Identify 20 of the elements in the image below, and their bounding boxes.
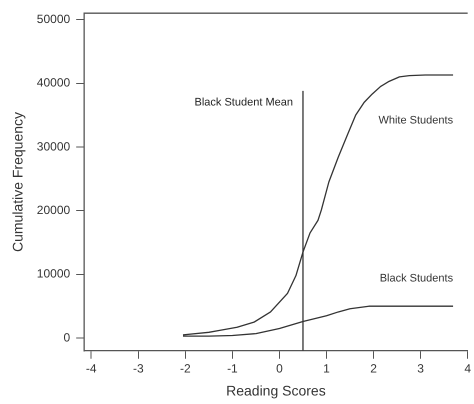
- x-tick-label: 4: [464, 361, 472, 376]
- x-tick-label: 0: [276, 361, 284, 376]
- x-tick-label: -3: [132, 361, 144, 376]
- x-tick-label: -1: [227, 361, 238, 376]
- x-tick-label: 3: [417, 361, 424, 376]
- ref-line-label: Black Student Mean: [194, 96, 293, 108]
- x-tick-label: -4: [86, 361, 97, 376]
- y-axis-title: Cumulative Frequency: [9, 112, 26, 252]
- series-label: Black Students: [380, 272, 454, 285]
- y-tick-label: 30000: [36, 139, 70, 154]
- x-tick-label: 1: [323, 361, 330, 376]
- y-tick-label: 40000: [36, 76, 70, 90]
- x-tick-label: 2: [370, 361, 378, 376]
- y-tick-label: 10000: [36, 266, 70, 281]
- y-tick-label: 0: [63, 330, 70, 344]
- x-tick-label: -2: [180, 361, 191, 376]
- series-label: White Students: [378, 114, 454, 127]
- y-tick-label: 50000: [36, 12, 70, 26]
- y-tick-label: 20000: [36, 202, 70, 217]
- x-axis-title: Reading Scores: [226, 382, 326, 398]
